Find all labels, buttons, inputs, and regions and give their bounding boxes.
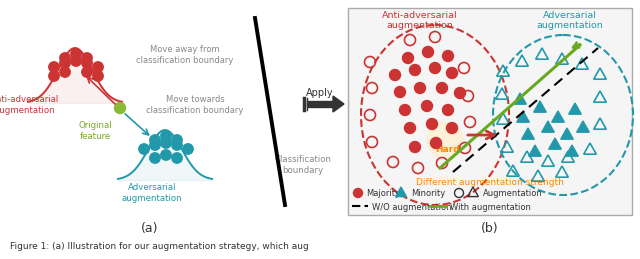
- Circle shape: [447, 123, 458, 133]
- Polygon shape: [561, 128, 573, 139]
- Polygon shape: [548, 138, 561, 149]
- Circle shape: [390, 69, 401, 81]
- Circle shape: [71, 49, 81, 59]
- Circle shape: [403, 53, 413, 63]
- Polygon shape: [514, 93, 526, 104]
- Polygon shape: [566, 145, 579, 156]
- Text: W/O augmentation: W/O augmentation: [372, 203, 451, 212]
- Circle shape: [399, 104, 410, 116]
- Circle shape: [161, 138, 172, 148]
- Circle shape: [161, 131, 172, 141]
- Circle shape: [426, 119, 438, 130]
- Text: Apply: Apply: [306, 88, 334, 98]
- Polygon shape: [569, 103, 581, 114]
- Circle shape: [410, 141, 420, 153]
- Circle shape: [60, 53, 70, 63]
- Circle shape: [436, 83, 447, 93]
- Circle shape: [353, 189, 362, 198]
- Text: With augmentation: With augmentation: [450, 203, 531, 212]
- Polygon shape: [516, 111, 529, 122]
- Circle shape: [172, 135, 182, 145]
- Text: Different augmentation strength: Different augmentation strength: [416, 178, 564, 187]
- Text: Augmentation: Augmentation: [483, 190, 543, 198]
- Circle shape: [427, 122, 463, 158]
- Text: Classification
boundary: Classification boundary: [275, 155, 332, 175]
- Polygon shape: [541, 121, 554, 132]
- Text: Move towards
classification boundary: Move towards classification boundary: [147, 95, 244, 115]
- Polygon shape: [522, 128, 534, 139]
- Circle shape: [150, 140, 160, 150]
- Circle shape: [454, 88, 465, 98]
- Polygon shape: [534, 101, 547, 112]
- Circle shape: [404, 123, 415, 133]
- Circle shape: [49, 62, 60, 72]
- Circle shape: [82, 58, 92, 68]
- Circle shape: [60, 58, 70, 68]
- Circle shape: [115, 103, 125, 113]
- Circle shape: [394, 87, 406, 97]
- Circle shape: [429, 62, 440, 74]
- Circle shape: [93, 71, 103, 81]
- Circle shape: [93, 62, 103, 72]
- Circle shape: [422, 47, 433, 57]
- Circle shape: [150, 135, 160, 145]
- Polygon shape: [333, 96, 344, 112]
- FancyBboxPatch shape: [348, 8, 632, 215]
- Text: Majority: Majority: [366, 190, 400, 198]
- Text: (a): (a): [141, 222, 159, 235]
- Circle shape: [415, 83, 426, 93]
- Circle shape: [422, 100, 433, 112]
- Text: Move away from
classification boundary: Move away from classification boundary: [136, 45, 234, 65]
- Circle shape: [71, 56, 81, 66]
- Text: Adversarial
augmentation: Adversarial augmentation: [122, 183, 182, 203]
- Circle shape: [139, 144, 149, 154]
- Polygon shape: [529, 145, 541, 156]
- Polygon shape: [396, 187, 406, 197]
- Polygon shape: [577, 121, 589, 132]
- Circle shape: [82, 53, 92, 63]
- Text: (b): (b): [481, 222, 499, 235]
- Circle shape: [150, 153, 160, 163]
- Circle shape: [172, 153, 182, 163]
- Circle shape: [161, 150, 172, 160]
- Text: Minority: Minority: [411, 190, 445, 198]
- Text: Figure 1: (a) Illustration for our augmentation strategy, which aug: Figure 1: (a) Illustration for our augme…: [10, 242, 308, 251]
- Circle shape: [49, 71, 60, 81]
- Circle shape: [447, 68, 458, 78]
- Text: Anti-adversarial
augmentation: Anti-adversarial augmentation: [382, 11, 458, 30]
- Circle shape: [442, 104, 454, 116]
- Circle shape: [410, 64, 420, 76]
- Circle shape: [442, 51, 454, 61]
- Text: Adversarial
augmentation: Adversarial augmentation: [536, 11, 604, 30]
- Polygon shape: [552, 111, 564, 122]
- Circle shape: [172, 140, 182, 150]
- Circle shape: [183, 144, 193, 154]
- Text: Original
feature: Original feature: [78, 121, 112, 141]
- Text: Anti-adversarial
augmentation: Anti-adversarial augmentation: [0, 95, 59, 115]
- Circle shape: [431, 138, 442, 148]
- Circle shape: [82, 67, 92, 77]
- Text: Hard: Hard: [435, 145, 460, 154]
- Circle shape: [60, 67, 70, 77]
